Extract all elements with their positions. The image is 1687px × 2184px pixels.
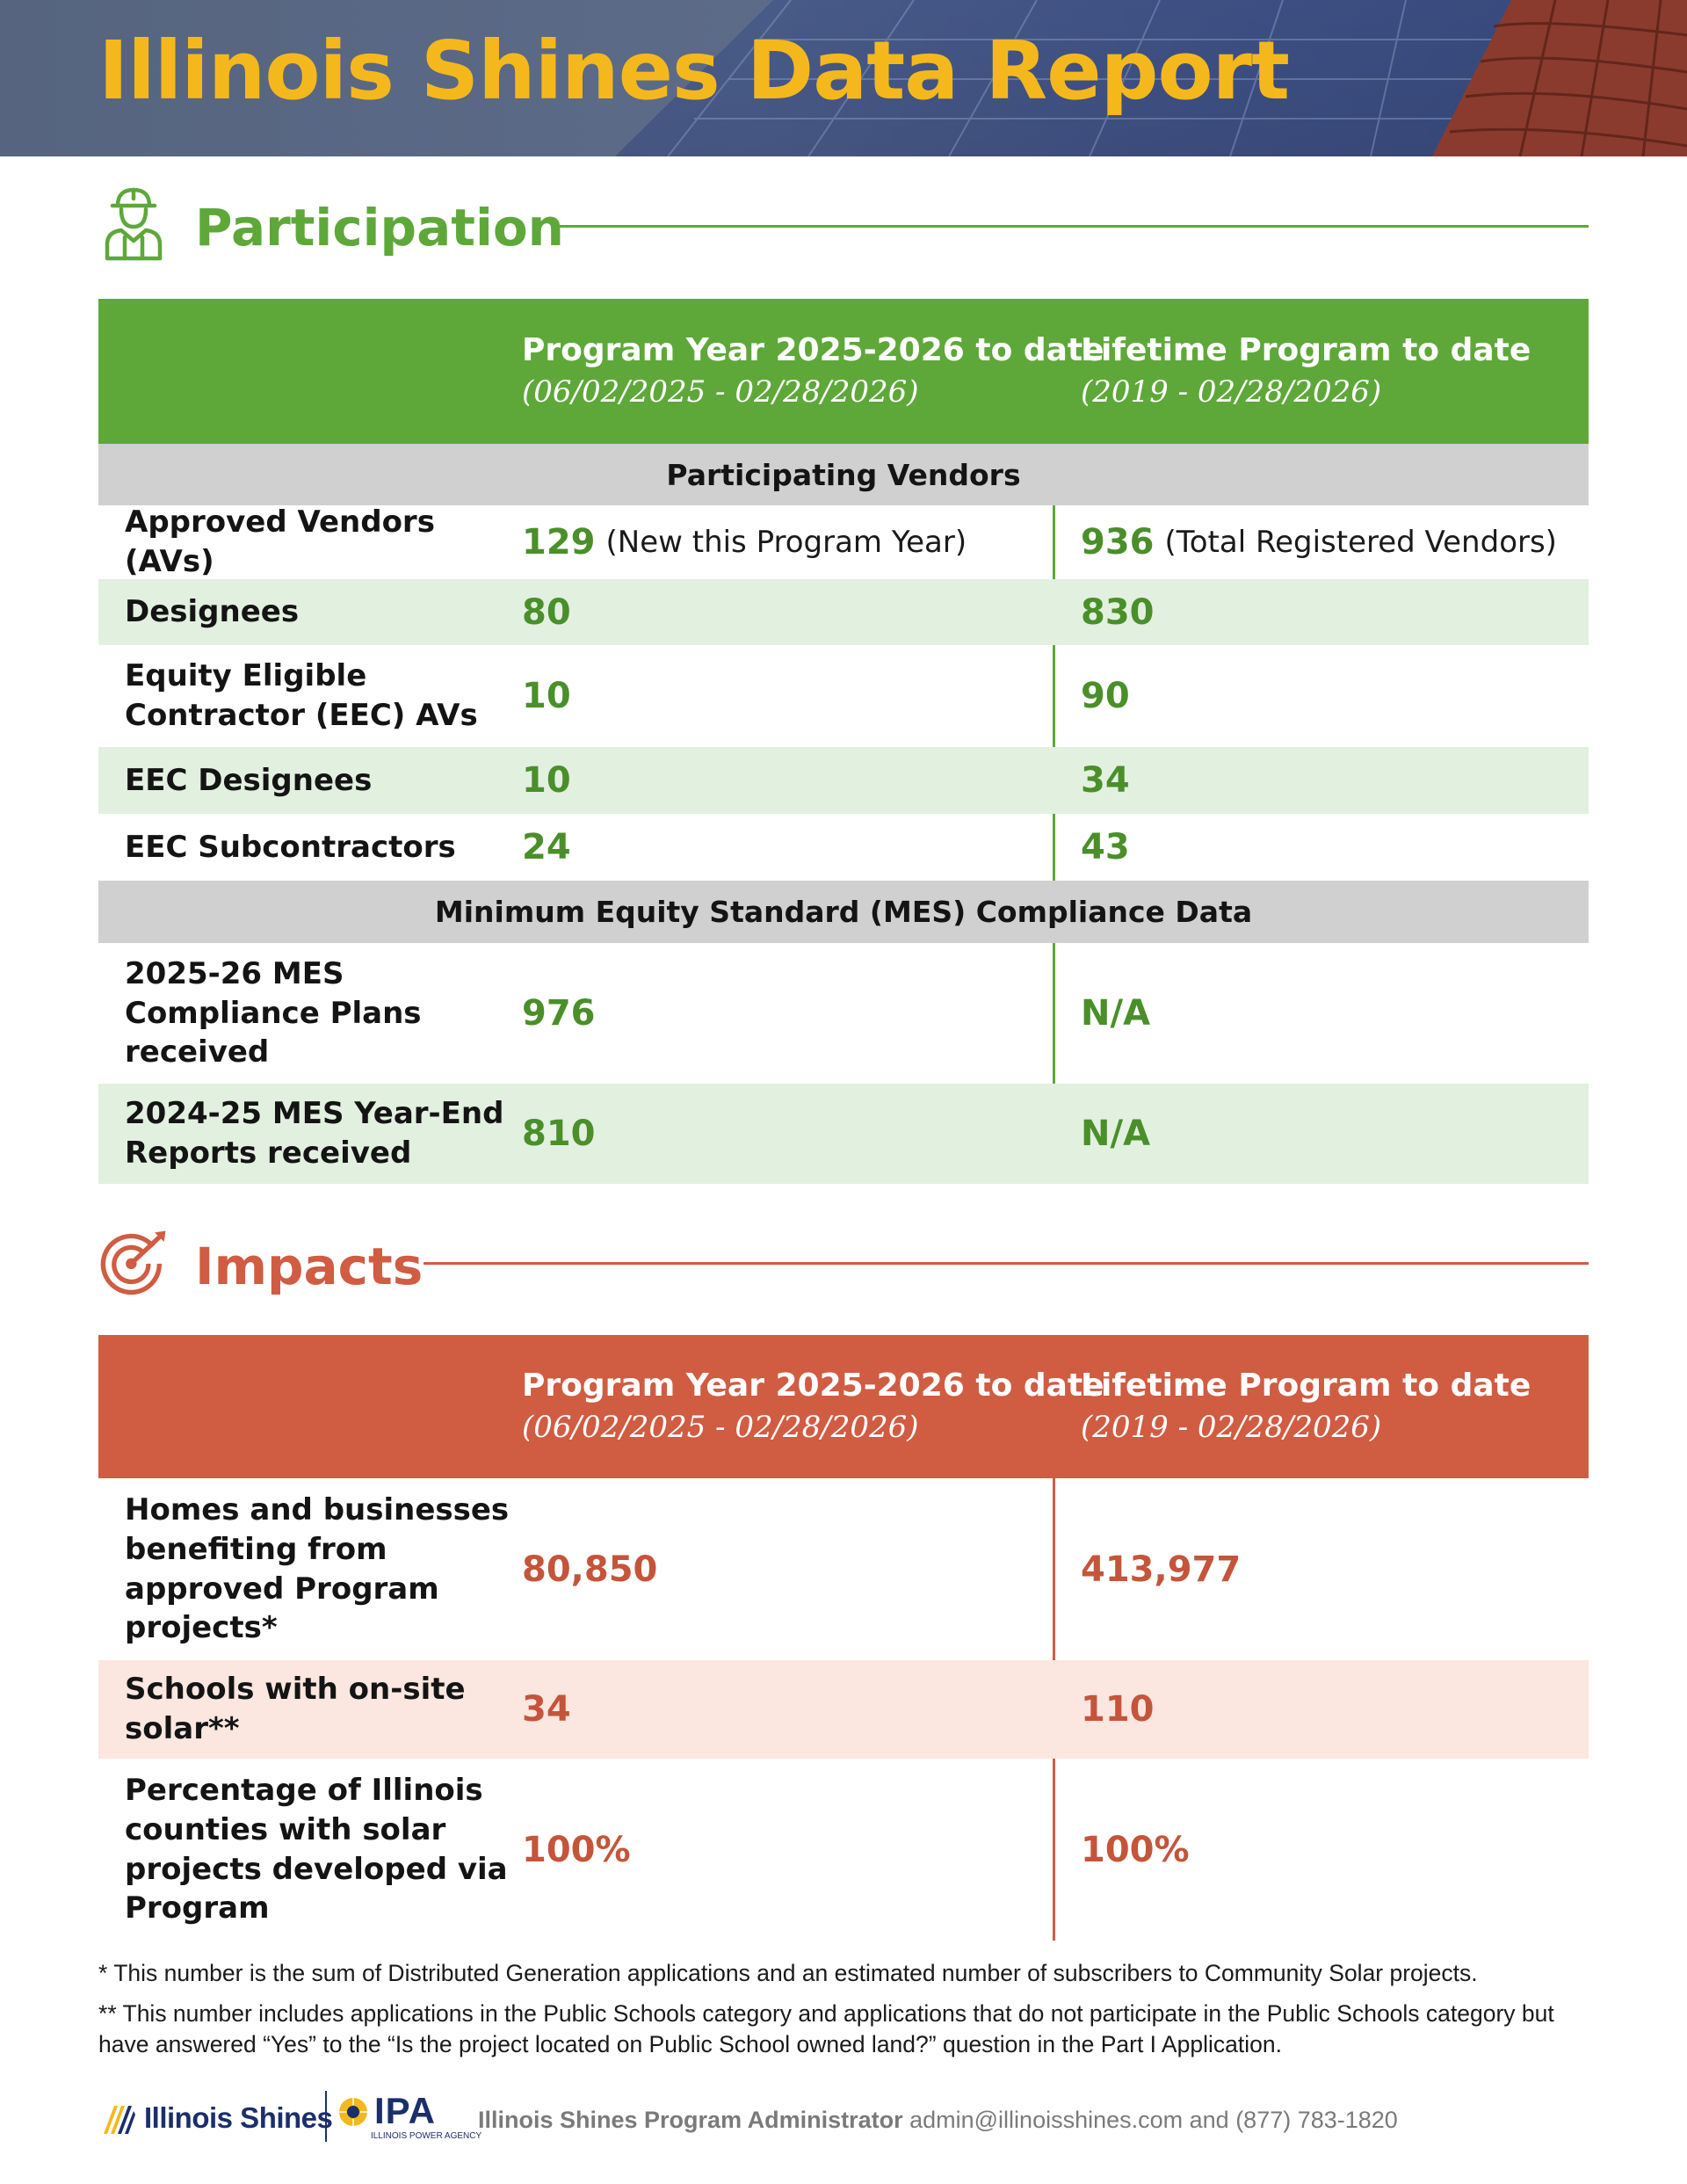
table-row: Homes and businesses benefiting from app… (98, 1478, 1589, 1660)
program-year-value: 80 (522, 591, 571, 633)
illinois-shines-sun-icon (104, 2106, 135, 2134)
program-year-value: 24 (522, 827, 571, 867)
table-row: Designees 80 830 (98, 579, 1589, 645)
value-note: (Total Registered Vendors) (1164, 525, 1557, 560)
header-lifetime-dates: (2019 - 02/28/2026) (1081, 1409, 1382, 1445)
contact-details: admin@illinoisshines.com and (877) 783-1… (909, 2107, 1398, 2133)
impacts-divider-line (424, 1262, 1589, 1265)
lifetime-value: 43 (1081, 827, 1130, 867)
program-year-value: 100% (522, 1829, 631, 1870)
ipa-sunflower-icon (339, 2098, 367, 2126)
participation-table: Program Year 2025-2026 to date (06/02/20… (98, 299, 1589, 1184)
header-lifetime: Lifetime Program to date (2019 - 02/28/2… (1081, 1335, 1531, 1478)
lifetime-value: 100% (1081, 1829, 1190, 1870)
lifetime-value: 413,977 (1081, 1549, 1242, 1590)
logo-separator (325, 2091, 327, 2142)
header-banner: Illinois Shines Data Report (0, 0, 1687, 156)
lifetime-value: 90 (1081, 676, 1130, 716)
program-year-value: 80,850 (522, 1549, 658, 1590)
participation-title: Participation (195, 198, 564, 258)
row-label: EEC Designees (125, 762, 373, 798)
table-row: Schools with on-site solar** 34 110 (98, 1660, 1589, 1759)
header-program-year-title: Program Year 2025-2026 to date (522, 332, 1104, 369)
group-row-mes-compliance: Minimum Equity Standard (MES) Compliance… (98, 881, 1589, 943)
lifetime-value: 830 (1081, 591, 1155, 633)
illinois-shines-logo: Illinois Shines (98, 2096, 333, 2140)
table-row: 2024-25 MES Year-End Reports received 81… (98, 1084, 1589, 1184)
target-icon (100, 1230, 166, 1295)
footnote-2: ** This number includes applications in … (98, 2000, 1554, 2057)
footnotes: * This number is the sum of Distributed … (98, 1958, 1592, 2070)
value-number: 129 (522, 522, 596, 562)
program-year-value: 810 (522, 1114, 596, 1154)
header-lifetime-dates: (2019 - 02/28/2026) (1081, 374, 1382, 410)
ipa-logo-subtitle: ILLINOIS POWER AGENCY (371, 2131, 482, 2141)
table-row: Approved Vendors (AVs) 129 (New this Pro… (98, 504, 1589, 579)
row-label: Percentage of Illinois counties with sol… (125, 1772, 508, 1926)
solar-panel-background-image (615, 0, 1687, 156)
header-program-year: Program Year 2025-2026 to date (06/02/20… (522, 1335, 1104, 1478)
footer: Illinois Shines IPA ILLINOIS POWER AGENC… (98, 2087, 1592, 2149)
column-divider (1053, 299, 1055, 1184)
contact-label: Illinois Shines Program Administrator (478, 2107, 903, 2133)
contact-info: Illinois Shines Program Administrator ad… (478, 2107, 1398, 2134)
participation-section-header: Participation (98, 183, 1589, 271)
row-label: Schools with on-site solar** (125, 1672, 466, 1746)
report-title: Illinois Shines Data Report (98, 24, 1290, 118)
lifetime-value: 936 (Total Registered Vendors) (1081, 505, 1573, 579)
header-program-year-dates: (06/02/2025 - 02/28/2026) (522, 374, 919, 410)
group-row-participating-vendors: Participating Vendors (98, 444, 1589, 505)
impacts-section-header: Impacts (98, 1223, 1589, 1311)
row-label: Equity Eligible Contractor (EEC) AVs (125, 658, 478, 733)
illinois-shines-logo-text: Illinois Shines (144, 2101, 333, 2134)
ipa-logo-text: IPA (374, 2090, 436, 2131)
row-label: EEC Subcontractors (125, 829, 456, 865)
table-row: EEC Subcontractors 24 43 (98, 814, 1589, 881)
table-row: Percentage of Illinois counties with sol… (98, 1759, 1589, 1941)
row-label: Designees (125, 594, 300, 630)
header-lifetime-title: Lifetime Program to date (1081, 332, 1531, 369)
program-year-value: 976 (522, 993, 596, 1034)
row-label: 2024-25 MES Year-End Reports received (125, 1096, 504, 1171)
impacts-title: Impacts (195, 1237, 424, 1296)
table-row: EEC Designees 10 34 (98, 747, 1589, 814)
header-program-year-title: Program Year 2025-2026 to date (522, 1368, 1104, 1404)
worker-hardhat-icon (105, 187, 163, 261)
program-year-value: 34 (522, 1689, 571, 1730)
value-number: 936 (1081, 522, 1155, 562)
table-row: Equity Eligible Contractor (EEC) AVs 10 … (98, 645, 1589, 747)
column-divider (1053, 1335, 1055, 1941)
lifetime-value: N/A (1081, 1114, 1151, 1154)
lifetime-value: 110 (1081, 1689, 1155, 1730)
value-note: (New this Program Year) (605, 525, 967, 560)
program-year-value: 10 (522, 676, 571, 716)
participation-table-header: Program Year 2025-2026 to date (06/02/20… (98, 299, 1589, 444)
program-year-value: 129 (New this Program Year) (522, 505, 1049, 579)
lifetime-value: N/A (1081, 993, 1151, 1034)
impacts-table: Program Year 2025-2026 to date (06/02/20… (98, 1335, 1589, 1941)
header-lifetime-title: Lifetime Program to date (1081, 1368, 1531, 1404)
header-lifetime: Lifetime Program to date (2019 - 02/28/2… (1081, 299, 1531, 444)
row-label: Homes and businesses benefiting from app… (125, 1491, 510, 1646)
table-row: 2025-26 MES Compliance Plans received 97… (98, 943, 1589, 1084)
header-program-year-dates: (06/02/2025 - 02/28/2026) (522, 1409, 919, 1445)
participation-divider-line (552, 225, 1589, 228)
row-label: Approved Vendors (AVs) (125, 504, 435, 579)
row-label: 2025-26 MES Compliance Plans received (125, 955, 422, 1070)
lifetime-value: 34 (1081, 760, 1130, 801)
footnote-1: * This number is the sum of Distributed … (98, 1960, 1478, 1986)
header-program-year: Program Year 2025-2026 to date (06/02/20… (522, 299, 1104, 444)
program-year-value: 10 (522, 760, 571, 801)
impacts-table-header: Program Year 2025-2026 to date (06/02/20… (98, 1335, 1589, 1478)
